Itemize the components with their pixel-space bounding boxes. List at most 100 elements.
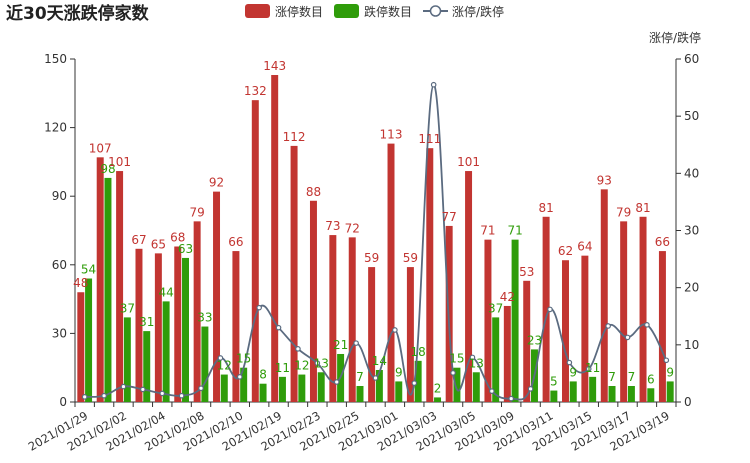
data-label-down: 44 xyxy=(158,285,173,299)
left-tick-label: 120 xyxy=(44,121,67,135)
data-label-down: 15 xyxy=(449,352,464,366)
bars xyxy=(77,75,674,403)
legend-item-down[interactable]: 跌停数目 xyxy=(334,4,412,19)
data-label-down: 37 xyxy=(120,301,135,315)
bar-up xyxy=(77,292,85,402)
ratio-point xyxy=(430,81,437,88)
ratio-point xyxy=(275,324,282,331)
bar-down xyxy=(395,381,403,402)
data-label-down: 21 xyxy=(333,338,348,352)
left-tick-label: 90 xyxy=(52,189,67,203)
data-label-up: 71 xyxy=(480,224,495,238)
bar-down xyxy=(278,376,286,402)
data-label-down: 71 xyxy=(507,224,522,238)
data-label-up: 101 xyxy=(108,155,131,169)
ratio-point xyxy=(120,383,127,390)
right-tick-label: 0 xyxy=(684,395,692,409)
data-label-down: 33 xyxy=(197,311,212,325)
legend-item-up[interactable]: 涨停数目 xyxy=(245,4,323,19)
ratio-point xyxy=(527,386,534,392)
bar-down xyxy=(375,369,383,402)
bar-up xyxy=(309,200,317,402)
ratio-point xyxy=(450,370,456,376)
bar-up xyxy=(387,143,395,402)
ratio-point xyxy=(585,366,592,372)
data-label-up: 68 xyxy=(170,231,185,245)
bar-up xyxy=(639,216,647,402)
bar-down xyxy=(85,278,93,402)
ratio-point xyxy=(140,386,146,393)
data-label-up: 92 xyxy=(209,176,224,190)
data-label-up: 66 xyxy=(228,235,243,249)
bar-up xyxy=(406,267,414,402)
data-label-down: 12 xyxy=(294,359,309,373)
bar-up xyxy=(581,255,589,402)
ratio-point xyxy=(644,322,650,328)
ratio-point xyxy=(256,304,262,311)
ratio-point xyxy=(333,379,340,385)
left-tick-label: 30 xyxy=(52,326,67,340)
ratio-point xyxy=(489,388,495,394)
chart-title: 近30天涨跌停家数 xyxy=(6,3,150,24)
ratio-point xyxy=(159,390,166,397)
right-tick-label: 10 xyxy=(684,338,699,352)
bar-down xyxy=(240,367,248,402)
bar-down xyxy=(298,374,306,402)
bar-up xyxy=(465,171,473,402)
right-tick-label: 50 xyxy=(684,109,699,123)
data-label-down: 18 xyxy=(411,345,426,359)
data-label-up: 73 xyxy=(325,219,340,233)
data-label-up: 62 xyxy=(558,244,573,258)
data-label-up: 67 xyxy=(131,233,146,247)
data-label-down: 37 xyxy=(488,301,503,315)
data-label-up: 132 xyxy=(244,84,267,98)
data-label-up: 59 xyxy=(364,251,379,265)
data-label-up: 66 xyxy=(655,235,670,249)
data-label-down: 31 xyxy=(139,315,154,329)
data-label-down: 8 xyxy=(259,368,267,382)
bar-down xyxy=(569,381,577,402)
ratio-point xyxy=(101,392,107,399)
right-axis-name: 涨停/跌停 xyxy=(649,30,701,45)
data-label-up: 48 xyxy=(73,276,88,290)
bar-down xyxy=(123,317,131,402)
bar-down xyxy=(647,388,655,402)
legend-item-ratio[interactable]: 涨停/跌停 xyxy=(423,4,504,19)
bar-up xyxy=(290,145,298,403)
data-label-up: 113 xyxy=(380,128,403,142)
bar-down xyxy=(666,381,674,402)
bar-down xyxy=(472,372,480,402)
left-tick-label: 60 xyxy=(52,258,67,272)
data-label-down: 15 xyxy=(236,352,251,366)
bar-down xyxy=(182,257,189,402)
ratio-point xyxy=(353,340,359,346)
data-label-up: 81 xyxy=(538,201,553,215)
bar-up xyxy=(503,305,511,402)
bar-down xyxy=(104,177,112,402)
bar-down xyxy=(608,385,616,402)
bar-down xyxy=(259,383,267,402)
legend-label-down: 跌停数目 xyxy=(364,4,412,19)
data-label-up: 81 xyxy=(635,201,650,215)
bar-up xyxy=(116,171,124,402)
bar-up xyxy=(484,239,492,402)
data-label-down: 7 xyxy=(356,370,364,384)
ratio-point xyxy=(314,360,321,366)
data-label-up: 111 xyxy=(418,132,441,146)
ratio-point xyxy=(372,375,379,381)
data-label-down: 7 xyxy=(608,370,616,384)
bar-down xyxy=(589,376,597,402)
bar-up xyxy=(174,246,182,402)
right-tick-label: 20 xyxy=(684,281,699,295)
right-tick-label: 40 xyxy=(684,166,699,180)
data-label-up: 88 xyxy=(306,185,321,199)
data-label-up: 143 xyxy=(263,59,286,73)
data-label-up: 93 xyxy=(597,173,612,187)
bar-up xyxy=(154,253,162,402)
data-label-up: 65 xyxy=(151,237,166,251)
ratio-point xyxy=(198,385,204,392)
ratio-point xyxy=(663,357,670,364)
data-label-down: 5 xyxy=(550,375,558,389)
data-label-down: 12 xyxy=(217,359,232,373)
bar-up xyxy=(426,148,434,402)
